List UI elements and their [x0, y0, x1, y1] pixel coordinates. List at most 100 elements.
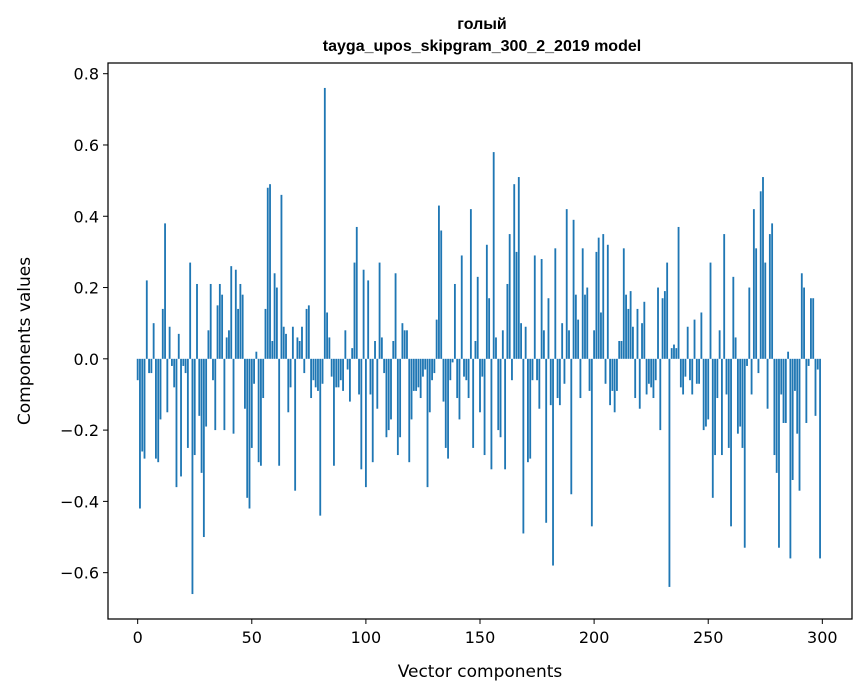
- bar-87: [335, 358, 338, 388]
- bar-92: [346, 358, 349, 370]
- bar-8: [155, 358, 157, 459]
- bar-65: [285, 333, 287, 359]
- bar-101: [367, 280, 370, 359]
- bar-141: [458, 358, 461, 420]
- bar-223: [645, 358, 648, 395]
- bar-98: [360, 358, 363, 470]
- plot-frame: [107, 62, 853, 620]
- bar-28: [200, 358, 203, 473]
- bar-290: [798, 358, 801, 491]
- bar-149: [476, 276, 479, 359]
- bar-240: [684, 358, 687, 377]
- bar-63: [280, 194, 283, 359]
- bar-40: [228, 330, 230, 359]
- bar-106: [378, 262, 381, 359]
- bar-117: [403, 330, 406, 359]
- bar-179: [545, 358, 548, 523]
- bar-49: [248, 358, 251, 509]
- y-axis-ticks: −0.6 −0.4 −0.2 0.0 0.2 0.4 0.6 0.8: [60, 65, 108, 583]
- bar-133: [440, 230, 443, 359]
- bar-45: [239, 283, 242, 359]
- bar-272: [757, 358, 760, 374]
- bar-231: [663, 291, 666, 359]
- bar-175: [536, 358, 538, 381]
- bar-16: [173, 358, 176, 388]
- bar-97: [358, 358, 360, 395]
- bar-173: [531, 358, 534, 381]
- bar-86: [333, 358, 335, 466]
- bar-93: [349, 358, 351, 402]
- bar-64: [282, 326, 285, 359]
- bar-162: [506, 283, 509, 359]
- bar-271: [755, 248, 758, 359]
- bar-124: [419, 358, 422, 399]
- bar-0: [136, 358, 139, 381]
- bar-265: [741, 358, 744, 448]
- bar-9: [157, 358, 160, 463]
- bar-69: [294, 358, 297, 491]
- bar-44: [237, 308, 239, 359]
- bar-83: [326, 312, 329, 359]
- bar-164: [511, 358, 513, 381]
- bar-286: [789, 358, 792, 559]
- bar-56: [264, 308, 267, 359]
- bar-202: [597, 237, 600, 359]
- bar-209: [613, 358, 616, 413]
- bar-54: [260, 358, 262, 466]
- bar-211: [618, 341, 621, 359]
- bar-256: [721, 358, 723, 456]
- y-tick-label: −0.4: [60, 492, 99, 511]
- bar-72: [301, 326, 303, 359]
- bar-61: [275, 287, 278, 359]
- bar-275: [764, 262, 767, 359]
- bar-12: [164, 223, 166, 359]
- bar-55: [262, 358, 265, 399]
- bar-151: [481, 358, 484, 377]
- bar-220: [638, 358, 641, 409]
- bar-121: [412, 358, 415, 391]
- bar-198: [588, 358, 591, 391]
- bar-116: [401, 323, 404, 359]
- bar-161: [504, 358, 507, 470]
- bar-109: [385, 358, 388, 438]
- bar-250: [707, 358, 710, 420]
- bar-213: [622, 248, 625, 359]
- bar-130: [433, 358, 436, 374]
- bar-186: [561, 323, 564, 359]
- bar-51: [253, 358, 255, 384]
- bar-76: [310, 358, 313, 399]
- bar-29: [202, 358, 205, 538]
- bar-142: [460, 255, 463, 359]
- bar-118: [406, 330, 408, 359]
- bar-27: [198, 358, 201, 416]
- x-tick-label: 250: [693, 628, 724, 647]
- bar-218: [634, 358, 637, 399]
- bar-172: [529, 358, 532, 459]
- bar-263: [736, 358, 739, 434]
- bar-169: [522, 358, 525, 534]
- bar-80: [319, 358, 322, 516]
- bar-74: [305, 308, 308, 359]
- bar-50: [250, 358, 253, 448]
- bar-58: [269, 184, 271, 359]
- bar-270: [752, 209, 755, 359]
- bar-176: [538, 358, 541, 409]
- bar-238: [679, 358, 682, 388]
- bar-215: [627, 308, 630, 359]
- bar-278: [771, 223, 774, 359]
- bar-59: [271, 341, 274, 359]
- bar-267: [746, 358, 748, 366]
- bar-42: [232, 358, 235, 434]
- bar-52: [255, 351, 258, 359]
- bar-137: [449, 358, 452, 381]
- bar-11: [161, 308, 164, 359]
- bar-37: [221, 294, 224, 359]
- bar-245: [695, 358, 698, 384]
- bar-239: [682, 358, 685, 395]
- bar-79: [317, 358, 319, 391]
- bar-153: [485, 244, 488, 359]
- bar-155: [490, 358, 493, 470]
- y-tick-label: −0.2: [60, 421, 99, 440]
- bar-241: [686, 326, 689, 359]
- bar-105: [376, 358, 379, 409]
